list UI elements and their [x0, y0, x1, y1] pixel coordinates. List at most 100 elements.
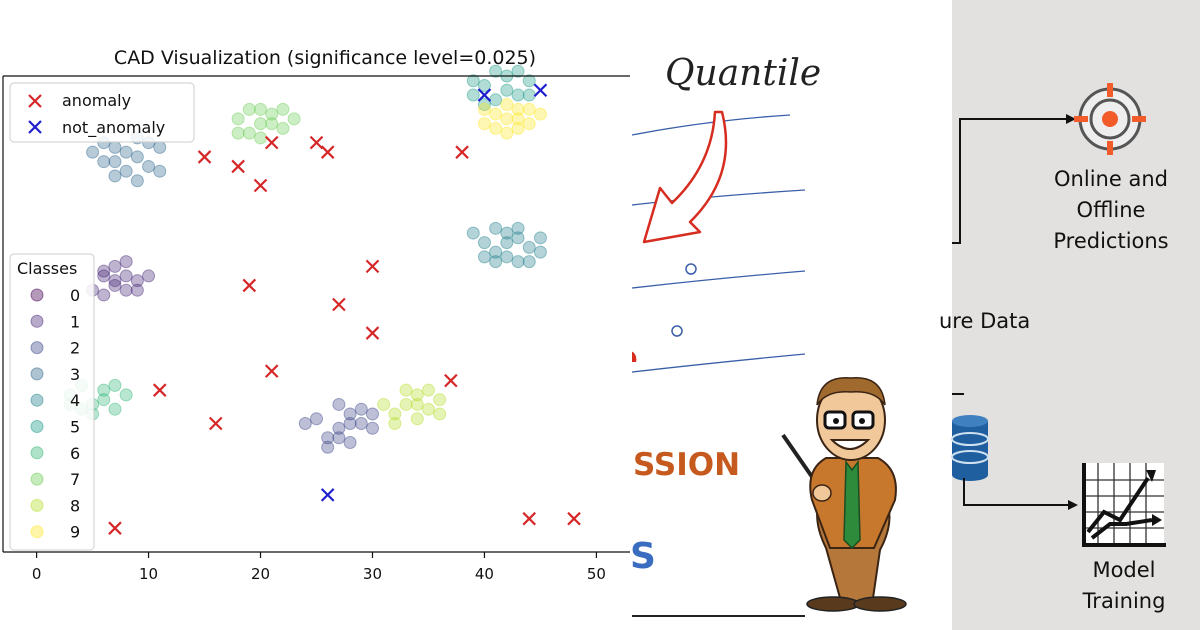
class-1-point	[108, 274, 122, 288]
class-2-point	[343, 436, 357, 450]
anomaly-marker	[253, 178, 268, 193]
class-3-point	[130, 150, 144, 164]
class-5-point	[489, 64, 503, 78]
class-1-point	[97, 264, 111, 278]
class-9-point	[533, 107, 547, 121]
class-7-point	[265, 117, 279, 131]
legend-class-label: 5	[70, 418, 80, 437]
class-3-point	[130, 174, 144, 188]
class-2-point	[321, 440, 335, 454]
class-4-point	[477, 236, 491, 250]
legend-class-marker	[30, 367, 44, 381]
legend-class-label: 7	[70, 470, 80, 489]
class-1-point	[108, 259, 122, 273]
class-8-point	[410, 412, 424, 426]
anomaly-marker	[309, 135, 324, 150]
class-1-point	[119, 255, 133, 269]
class-7-point	[231, 126, 245, 140]
legend-class-marker	[30, 420, 44, 433]
class-9-point	[522, 102, 536, 116]
class-4-point	[533, 245, 547, 259]
class-5-point	[466, 74, 480, 88]
class-4-point	[522, 255, 536, 269]
class-8-point	[388, 407, 402, 421]
class-7-point	[287, 112, 301, 126]
class-8-point	[377, 397, 391, 411]
class-3-point	[86, 145, 100, 159]
legend-top: anomaly not_anomaly	[9, 82, 195, 143]
class-6-point	[97, 383, 111, 397]
professor-cartoon	[781, 377, 907, 612]
future-data-text: ure Data	[939, 309, 1030, 333]
axes: 0 10 20 30 40 50	[2, 75, 630, 583]
online-text-1: Online and	[1054, 167, 1168, 191]
class-3-point	[153, 140, 167, 154]
legend-class-label: 3	[70, 365, 80, 384]
class-4-point	[511, 255, 525, 269]
legend-class-label: 2	[70, 339, 80, 358]
class-9-point	[500, 126, 514, 140]
class-4-point	[522, 240, 536, 254]
points-layer	[63, 64, 581, 535]
legend-class-marker	[30, 288, 44, 302]
anomaly-marker	[455, 145, 469, 159]
legend-class-marker	[30, 498, 44, 512]
anomaly-marker	[108, 521, 122, 535]
pipeline-arrow-top	[952, 118, 1066, 244]
not-anomaly-marker	[320, 488, 335, 502]
x-tick-label: 20	[251, 565, 270, 583]
class-1-point	[108, 278, 122, 292]
growth-chart-icon	[1082, 463, 1166, 547]
class-7-point	[265, 107, 279, 121]
class-2-point	[332, 421, 346, 435]
class-9-point	[511, 121, 525, 135]
anomaly-marker	[152, 383, 167, 397]
s-letter: S	[630, 536, 656, 577]
class-5-point	[522, 74, 536, 88]
anomaly-marker	[242, 278, 257, 293]
class-8-point	[433, 393, 447, 407]
class-3-point	[153, 164, 167, 178]
chart-title: CAD Visualization (significance level=0.…	[114, 47, 536, 69]
anomaly-marker	[264, 364, 279, 378]
legend-class-label: 6	[70, 444, 80, 463]
anomaly-marker	[231, 159, 245, 174]
x-tick-label: 40	[475, 565, 494, 583]
class-9-point	[489, 107, 503, 121]
class-1-point	[119, 283, 133, 297]
anomaly-marker	[444, 373, 458, 388]
class-1-point	[130, 274, 144, 288]
legend-class-marker	[30, 446, 44, 460]
class-9-point	[511, 102, 525, 116]
class-4-point	[477, 250, 491, 264]
legend-class-marker	[30, 472, 44, 486]
legend-class-label: 1	[70, 312, 80, 331]
legend-class-label: 8	[70, 496, 80, 515]
online-text-3: Predictions	[1053, 229, 1168, 253]
online-text-2: Offline	[1077, 198, 1146, 222]
class-2-point	[332, 397, 346, 411]
class-7-point	[242, 126, 256, 140]
class-3-point	[108, 140, 122, 154]
class-5-point	[511, 64, 525, 78]
class-8-point	[399, 397, 413, 411]
class-4-point	[511, 231, 525, 245]
class-6-point	[108, 378, 122, 392]
not-anomaly-marker	[477, 88, 492, 102]
class-2-point	[321, 431, 335, 445]
anomaly-marker	[522, 511, 537, 526]
class-7-point	[276, 121, 290, 135]
class-5-point	[477, 98, 491, 112]
anomaly-marker	[264, 135, 279, 150]
class-7-point	[242, 102, 256, 116]
anomaly-marker	[365, 326, 380, 340]
class-9-point	[511, 112, 525, 126]
class-2-point	[343, 416, 357, 430]
class-6-point	[97, 393, 111, 407]
class-4-point	[500, 226, 514, 240]
class-9-point	[477, 117, 491, 131]
class-2-point	[298, 416, 312, 430]
pipeline-arrow-bottom	[963, 478, 1068, 506]
anomaly-marker	[208, 416, 223, 431]
class-2-point	[310, 412, 323, 426]
